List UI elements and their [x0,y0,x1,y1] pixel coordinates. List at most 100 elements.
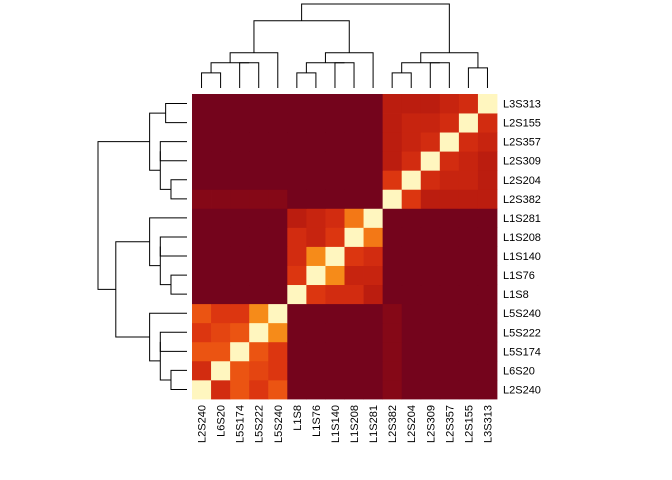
heatmap-cell [382,360,403,381]
heatmap-cell [439,132,460,152]
heatmap-cell [268,246,288,266]
column-label: L5S222 [254,405,266,443]
dendrogram-branch [159,246,171,286]
column-label: L2S240 [197,405,209,443]
heatmap-cell [268,379,288,400]
heatmap-cell [363,265,384,286]
heatmap-cell [211,113,231,133]
column-label: L3S313 [482,405,494,443]
heatmap-cell [401,132,422,152]
column-label: L1S208 [349,405,361,443]
dendrogram-branch [324,52,374,88]
heatmap-cell [458,246,479,266]
heatmap-cell [363,132,384,152]
heatmap-cell [306,94,326,114]
heatmap-cell [382,208,403,228]
heatmap-cell [325,151,345,171]
heatmap-cell [477,265,498,286]
heatmap-cell [420,113,441,133]
heatmap-cell [306,151,326,171]
heatmap-cell [268,322,288,343]
heatmap-cell [249,227,269,247]
heatmap-cell [458,132,479,152]
heatmap-cell [230,189,250,209]
heatmap-cell [306,284,326,305]
heatmap-cell [344,341,364,362]
heatmap-cell [325,284,345,305]
heatmap-cell [287,132,307,152]
dendrogram-branch [159,151,171,190]
heatmap-cell [306,341,326,362]
heatmap-cell [401,284,422,305]
heatmap-cell [230,284,250,305]
heatmap-cell [458,94,479,114]
heatmap-cell [363,227,384,247]
heatmap-cell [192,170,212,190]
heatmap-cell [211,303,231,324]
heatmap-cell [382,284,403,305]
heatmap-cell [287,151,307,171]
heatmap-cell [401,113,422,133]
heatmap-cell [249,208,269,228]
heatmap-cell [477,94,498,114]
column-labels: L2S240 L6S20 L5S174 L5S222 L5S240 L1S8 L1S76 L1… [197,405,495,443]
heatmap-cell [249,170,269,190]
dendrogram-branch [149,112,166,171]
dendrogram-branch [165,103,187,124]
heatmap-cell [211,208,231,228]
heatmap-cell [382,132,403,152]
heatmap-cell [325,208,345,228]
heatmap-cell [211,265,231,286]
heatmap-cell [192,246,212,266]
column-label: L1S76 [311,405,323,437]
heatmap-cell [344,151,364,171]
heatmap-cell [458,360,479,381]
heatmap-cell [420,189,441,209]
heatmap-cell [287,189,307,209]
dendrogram-branch [391,72,412,88]
heatmap-cell [382,189,403,209]
heatmap-cell [211,170,231,190]
heatmap-cell [401,379,422,400]
heatmap-cell [401,189,422,209]
row-label: L2S309 [503,156,541,168]
heatmap-cell [363,322,384,343]
heatmap-cell [268,227,288,247]
heatmap-cell [363,360,384,381]
heatmap-cell [325,170,345,190]
heatmap-cell [344,322,364,343]
heatmap-cell [268,208,288,228]
heatmap-cell [287,284,307,305]
heatmap-cell [382,170,403,190]
row-label: L2S204 [503,175,541,187]
heatmap-cell [420,379,441,400]
column-label: L1S281 [368,405,380,443]
dendrogram-branch [159,341,171,381]
heatmap-cell [382,113,403,133]
heatmap-cell [306,303,326,324]
heatmap-cell [268,303,288,324]
heatmap-cell [458,379,479,400]
heatmap-cell [439,189,460,209]
row-label: L1S8 [503,289,529,301]
heatmap-cell [325,227,345,247]
heatmap-cell [439,227,460,247]
heatmap-cell [211,132,231,152]
heatmap-cell [477,246,498,266]
heatmap-cell [382,227,403,247]
row-label: L3S313 [503,99,541,111]
heatmap-cell [458,170,479,190]
heatmap-cell [249,94,269,114]
heatmap-cell [192,151,212,171]
heatmap-cell [420,132,441,152]
heatmap-cell [420,151,441,171]
heatmap-cell [211,379,231,400]
heatmap-cell [420,208,441,228]
heatmap-cell [344,94,364,114]
heatmap-cell [439,360,460,381]
column-label: L2S204 [406,405,418,443]
heatmap-cell [420,170,441,190]
heatmap-cell [382,246,403,266]
column-label: L6S20 [216,405,228,437]
